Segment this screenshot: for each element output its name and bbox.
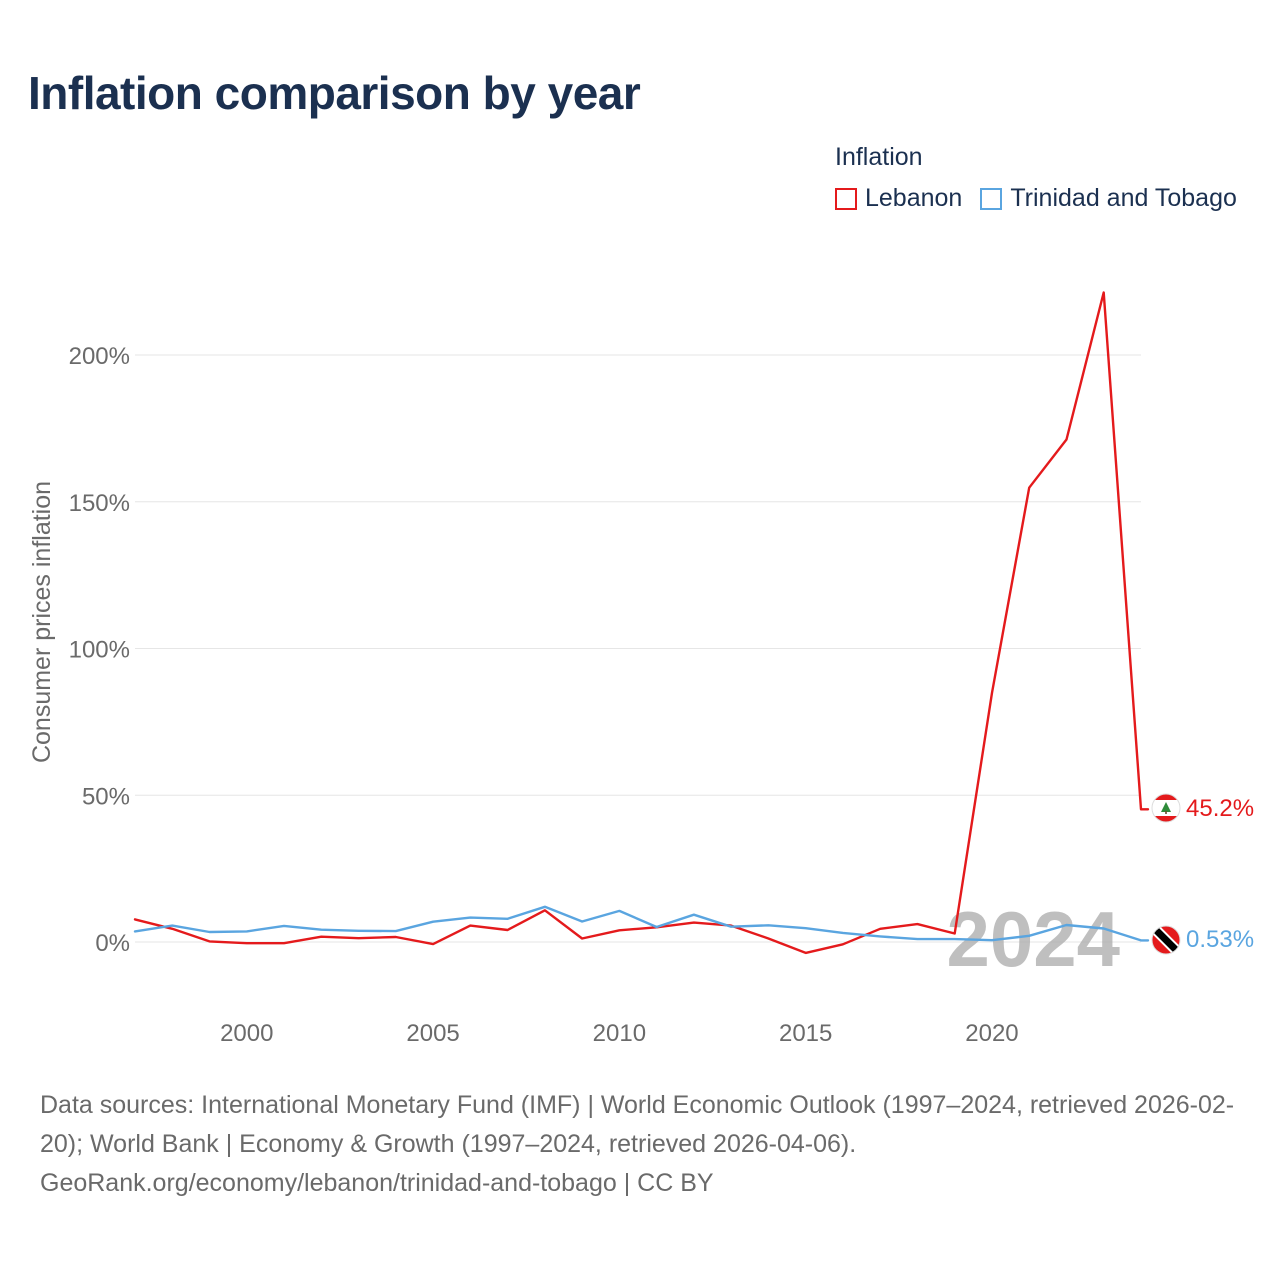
x-tick-label: 2010 (593, 1020, 646, 1047)
x-axis-ticks: 2000 2005 2010 2015 2020 (220, 1020, 1019, 1047)
lebanon-end-label: 45.2% (1186, 795, 1254, 822)
legend-item-lebanon[interactable]: Lebanon (835, 184, 962, 213)
legend-swatch-lebanon (835, 187, 857, 210)
data-sources-text: Data sources: International Monetary Fun… (40, 1091, 1235, 1158)
legend-label-lebanon: Lebanon (865, 184, 963, 212)
legend-label-trinidad-and-tobago: Trinidad and Tobago (1010, 184, 1237, 212)
x-tick-label: 2000 (220, 1020, 273, 1047)
y-tick-label: 50% (82, 783, 130, 810)
lebanon-flag-icon (1151, 793, 1181, 823)
trinidad-and-tobago-flag-icon (1151, 925, 1181, 955)
grid-lines (135, 354, 1141, 943)
legend-item-trinidad-and-tobago[interactable]: Trinidad and Tobago (980, 184, 1237, 213)
y-tick-label: 100% (69, 637, 130, 664)
line-chart: 0% 50% 100% 150% 200% 2000 2005 2010 2015 2020 C… (28, 291, 1254, 1047)
legend-title: Inflation (835, 143, 923, 171)
x-tick-label: 2015 (779, 1020, 832, 1047)
y-tick-label: 150% (69, 490, 130, 517)
x-tick-label: 2020 (965, 1020, 1018, 1047)
y-tick-label: 200% (69, 343, 130, 370)
trinidad-and-tobago-end-label: 0.53% (1186, 926, 1254, 953)
series-line-trinidad-and-tobago[interactable] (133, 905, 1150, 942)
series-lines (133, 291, 1150, 955)
footer: Data sources: International Monetary Fun… (40, 1086, 1250, 1203)
series-line-lebanon[interactable] (133, 291, 1150, 955)
y-tick-label: 0% (95, 930, 130, 957)
x-tick-label: 2005 (406, 1020, 459, 1047)
y-axis-ticks: 0% 50% 100% 150% 200% (69, 343, 130, 957)
chart-title: Inflation comparison by year (28, 67, 641, 119)
legend-swatch-trinidad-and-tobago (980, 187, 1003, 210)
credit-link[interactable]: GeoRank.org/economy/lebanon/trinidad-and… (40, 1169, 714, 1197)
legend: Inflation Lebanon Trinidad and Tobago (835, 143, 1237, 213)
y-axis-label: Consumer prices inflation (28, 481, 56, 763)
